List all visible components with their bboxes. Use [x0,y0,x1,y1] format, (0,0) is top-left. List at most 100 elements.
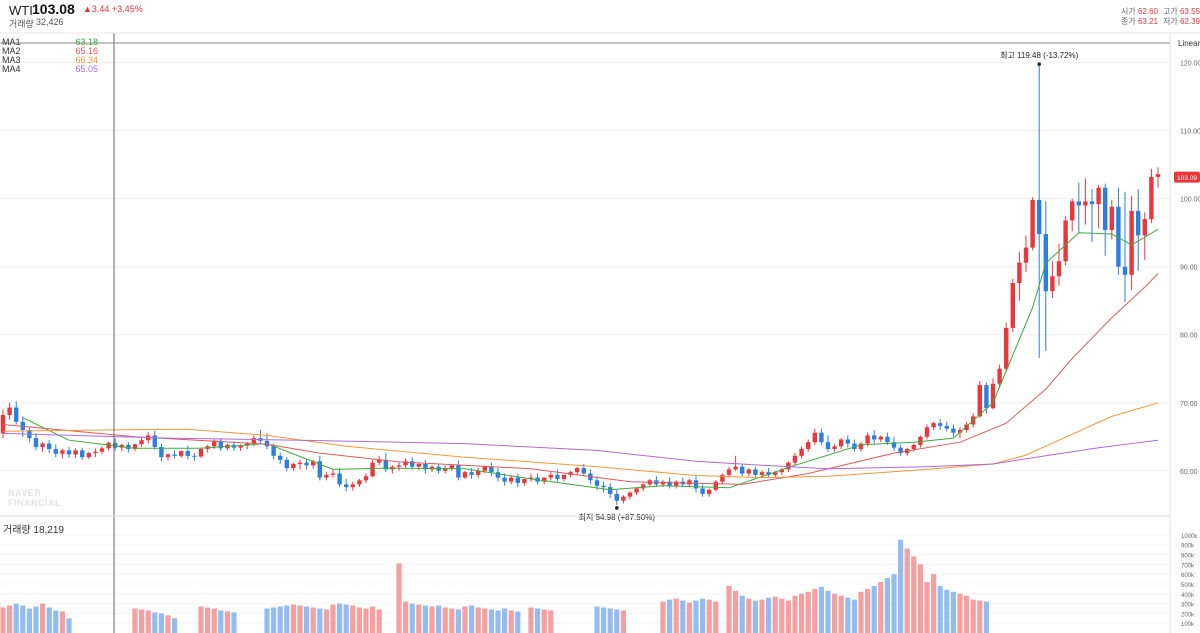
candle-body [819,432,824,443]
volume-bar [139,609,145,633]
candle-body [740,466,745,474]
candle-body [555,474,560,479]
volume-bar [33,606,39,633]
volume-bar [475,607,481,633]
volume-tick-label: 200k [1181,612,1195,618]
candle-body [1129,210,1134,275]
ma1-legend: MA1 63.18 [2,37,98,47]
candle-body [773,472,778,475]
volume-bar [0,607,6,633]
volume-bar [799,593,805,633]
volume-bar [59,611,65,633]
candle-body [126,444,131,450]
candle-body [1004,327,1009,369]
volume-bar [601,607,607,633]
candle-body [33,438,39,447]
candle-body [707,489,712,494]
candle-body [357,480,362,485]
volume-bar [152,612,158,633]
volume-bar [917,564,923,633]
candle-body [845,439,850,444]
volume-bar [350,605,356,633]
candle-body [891,442,897,448]
volume-bar [614,609,620,633]
candle-body [185,451,190,456]
candle-body [86,453,91,458]
candle-body [1056,261,1062,277]
volume-bar [950,591,956,633]
volume-bar [290,604,296,633]
candle-body [7,407,12,415]
candle-body [449,465,454,469]
candle-body [469,472,474,475]
volume-bar [370,606,376,633]
volume-bar [766,597,772,633]
volume-bar [865,588,871,633]
candle-body [528,477,534,479]
candle-body [608,487,613,494]
volume-bar [924,581,930,633]
volume-axis: 100k 200k 300k 400k 500k 600k 700k 800k 900k 1000… [1181,534,1198,628]
candle-body [93,451,98,454]
volume-bar [330,604,336,633]
candle-body [806,442,811,450]
volume-bar [515,611,521,633]
volume-grid [0,534,1170,624]
candle-body [476,470,481,475]
volume-bar [436,605,442,633]
candle-body [918,436,923,445]
price-tick-label: 60.00 [1180,469,1198,476]
volume-bar [911,556,917,633]
candle-body [53,449,58,454]
ma4-legend: MA4 65.05 [2,64,98,74]
volume-bar [53,610,59,633]
candle-body [278,455,283,460]
candle-body [238,445,243,448]
candle-body [218,440,223,449]
candle-body [799,449,804,456]
annotations: 최고 119.48 (-13.72%) 최저 54.98 (+87.50%) 103… [579,50,1200,522]
candle-body [1050,276,1055,292]
candle-body [581,468,586,474]
volume-tick-label: 800k [1181,554,1195,560]
volume-bar [172,618,178,633]
volume-bar [488,609,494,633]
low-marker [615,506,619,510]
ma-line-ma2 [2,273,1159,485]
candle-body [634,488,639,493]
volume-bar [337,603,343,633]
volume-bar [845,597,851,633]
candle-body [495,472,501,478]
candle-body [172,454,177,456]
candle-body [825,442,831,450]
candle-body [1155,174,1161,177]
volume-bar [884,578,890,633]
ma-line-ma4 [2,432,1159,470]
volume-bar [376,609,382,633]
low-price: 저가 62.39 [1163,17,1200,26]
candle-body [693,480,699,489]
volume-bar [680,600,686,633]
candle-body [509,477,514,482]
candle-body [383,459,388,470]
candle-body [139,440,144,445]
scale-type-toggle[interactable]: Linear [1178,39,1200,48]
volume-bar [218,610,224,633]
volume-bar [132,608,138,633]
volume-bar [977,600,983,633]
candle-body [542,477,547,482]
candle-body [80,450,85,458]
candle-body [1096,187,1101,205]
candle-body [403,461,408,466]
volume-bar [356,607,362,633]
volume-bar [957,593,963,633]
candle-body [753,469,758,475]
candle-body [1116,206,1121,267]
candle-body [344,484,349,488]
candle-body [324,474,329,478]
candle-body [192,455,197,457]
candle-body [1030,200,1035,248]
candle-body [99,448,105,452]
candle-body [575,468,580,473]
